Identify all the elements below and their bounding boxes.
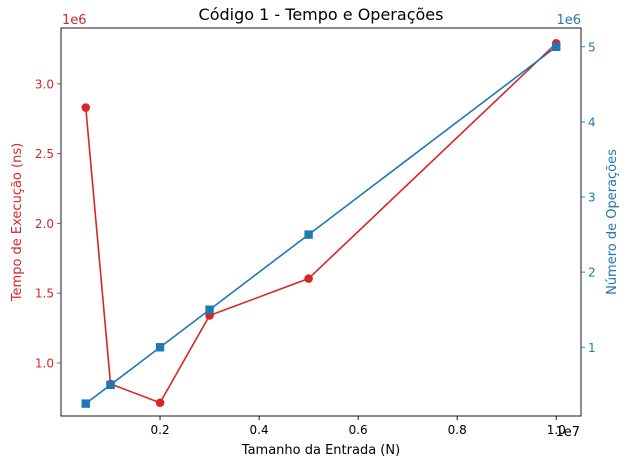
data-point-right-3 <box>205 305 214 314</box>
x-tick-label-4: 1.0 <box>547 423 566 437</box>
right-tick-label-1: 2 <box>588 266 596 280</box>
left-tick-label-1: 1.5 <box>35 287 54 301</box>
x-tick-label-2: 0.6 <box>349 423 368 437</box>
left-axis-multiplier: 1e6 <box>62 13 87 28</box>
right-axis-label: Número de Operações <box>605 149 620 295</box>
data-point-right-0 <box>81 399 90 408</box>
plot-area: 0.2 0.4 0.6 0.8 1.0 1.0 1.5 2.0 2.5 3.0 1 2 3 4 5 <box>35 27 596 437</box>
x-axis-multiplier: 1e7 <box>555 425 580 440</box>
data-point-right-4 <box>304 230 313 239</box>
x-axis-label: Tamanho da Entrada (N) <box>241 443 400 458</box>
data-point-right-5 <box>552 42 561 51</box>
left-tick-label-0: 1.0 <box>35 356 54 370</box>
left-axis-label: Tempo de Execução (ns) <box>10 143 25 302</box>
data-point-left-4 <box>304 274 313 283</box>
left-tick-label-2: 2.0 <box>35 217 54 231</box>
right-tick-label-2: 3 <box>588 191 596 205</box>
right-tick-label-3: 4 <box>588 115 596 129</box>
x-tick-label-0: 0.2 <box>151 423 170 437</box>
x-tick-label-3: 0.8 <box>448 423 467 437</box>
x-tick-label-1: 0.4 <box>250 423 269 437</box>
chart-title: Código 1 - Tempo e Operações <box>199 5 444 24</box>
series-line-left <box>84 42 557 404</box>
data-point-right-2 <box>155 343 165 352</box>
plot-frame <box>60 27 582 417</box>
left-tick-label-3: 2.5 <box>35 147 54 161</box>
data-point-left-0 <box>81 103 91 112</box>
right-axis-multiplier: 1e6 <box>556 13 581 28</box>
right-tick-label-4: 5 <box>588 40 596 54</box>
left-tick-label-4: 3.0 <box>35 77 54 91</box>
data-point-right-1 <box>106 380 115 390</box>
right-tick-label-0: 1 <box>588 341 596 355</box>
data-point-left-2 <box>155 398 165 408</box>
